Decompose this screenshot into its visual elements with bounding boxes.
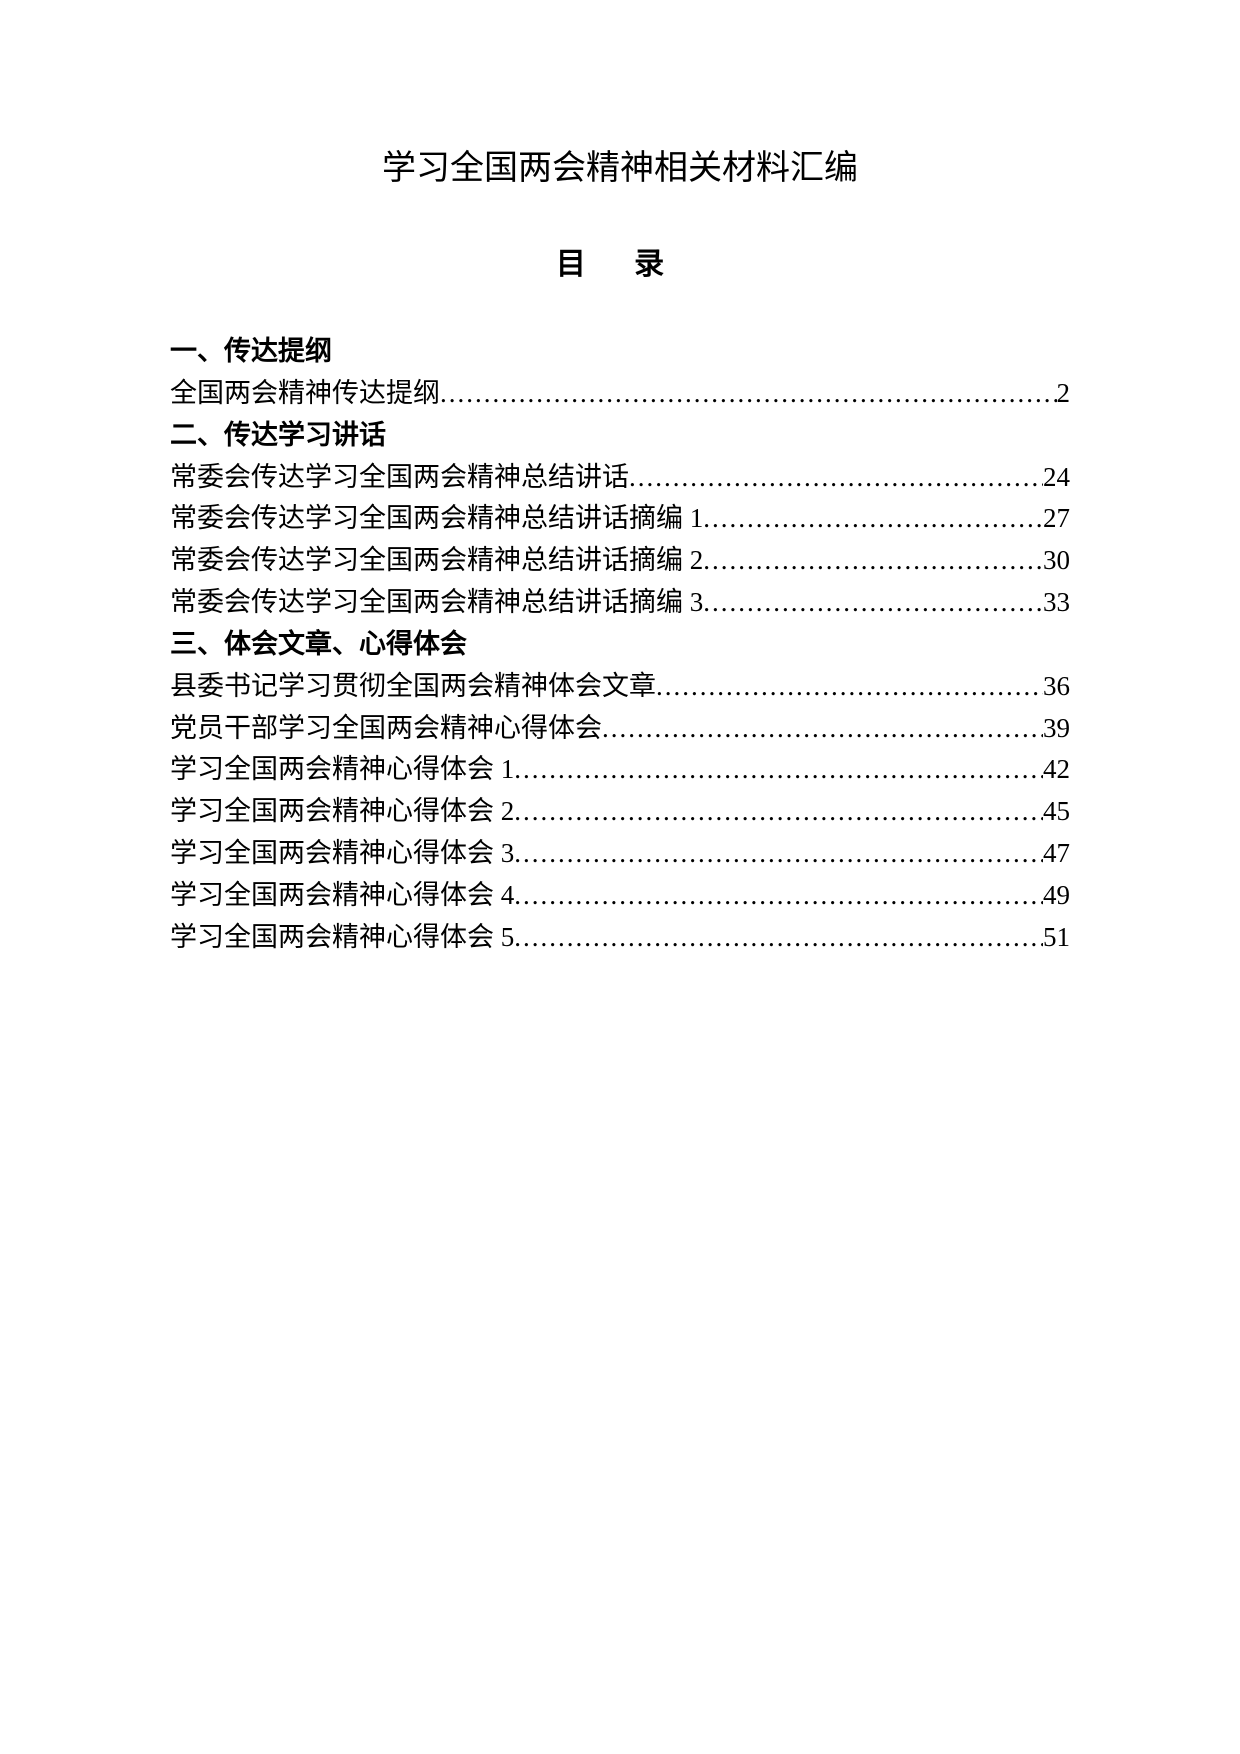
entry-title: 学习全国两会精神心得体会 3 bbox=[170, 833, 514, 875]
toc-entry: 学习全国两会精神心得体会 3 47 bbox=[170, 833, 1070, 875]
toc-entry: 学习全国两会精神心得体会 5 51 bbox=[170, 917, 1070, 959]
page-number: 39 bbox=[1043, 708, 1070, 750]
page-number: 30 bbox=[1043, 540, 1070, 582]
toc-container: 一、传达提纲 全国两会精神传达提纲 2 二、传达学习讲话 常委会传达学习全国两会… bbox=[170, 331, 1070, 959]
page-number: 24 bbox=[1043, 457, 1070, 499]
document-title: 学习全国两会精神相关材料汇编 bbox=[170, 140, 1070, 189]
page-number: 47 bbox=[1043, 833, 1070, 875]
page-number: 42 bbox=[1043, 749, 1070, 791]
toc-entry: 常委会传达学习全国两会精神总结讲话摘编 2 30 bbox=[170, 540, 1070, 582]
dot-leader bbox=[703, 540, 1043, 582]
page-number: 45 bbox=[1043, 791, 1070, 833]
toc-entry: 常委会传达学习全国两会精神总结讲话 24 bbox=[170, 457, 1070, 499]
entry-title: 党员干部学习全国两会精神心得体会 bbox=[170, 708, 602, 750]
dot-leader bbox=[514, 791, 1043, 833]
dot-leader bbox=[514, 917, 1043, 959]
toc-entry: 常委会传达学习全国两会精神总结讲话摘编 3 33 bbox=[170, 582, 1070, 624]
page-number: 51 bbox=[1043, 917, 1070, 959]
toc-entry: 常委会传达学习全国两会精神总结讲话摘编 1 27 bbox=[170, 498, 1070, 540]
toc-entry: 全国两会精神传达提纲 2 bbox=[170, 373, 1070, 415]
dot-leader bbox=[656, 666, 1043, 708]
page-number: 2 bbox=[1057, 373, 1071, 415]
toc-entry: 学习全国两会精神心得体会 4 49 bbox=[170, 875, 1070, 917]
entry-title: 学习全国两会精神心得体会 2 bbox=[170, 791, 514, 833]
dot-leader bbox=[703, 498, 1043, 540]
entry-title: 学习全国两会精神心得体会 4 bbox=[170, 875, 514, 917]
dot-leader bbox=[514, 875, 1043, 917]
entry-title: 常委会传达学习全国两会精神总结讲话摘编 1 bbox=[170, 498, 703, 540]
dot-leader bbox=[440, 373, 1057, 415]
page-number: 49 bbox=[1043, 875, 1070, 917]
toc-entry: 县委书记学习贯彻全国两会精神体会文章 36 bbox=[170, 666, 1070, 708]
dot-leader bbox=[629, 457, 1043, 499]
entry-title: 常委会传达学习全国两会精神总结讲话摘编 2 bbox=[170, 540, 703, 582]
dot-leader bbox=[514, 749, 1043, 791]
page-number: 27 bbox=[1043, 498, 1070, 540]
entry-title: 学习全国两会精神心得体会 5 bbox=[170, 917, 514, 959]
entry-title: 常委会传达学习全国两会精神总结讲话摘编 3 bbox=[170, 582, 703, 624]
toc-entry: 党员干部学习全国两会精神心得体会 39 bbox=[170, 708, 1070, 750]
page-number: 36 bbox=[1043, 666, 1070, 708]
toc-entry: 学习全国两会精神心得体会 2 45 bbox=[170, 791, 1070, 833]
entry-title: 常委会传达学习全国两会精神总结讲话 bbox=[170, 457, 629, 499]
section-header: 一、传达提纲 bbox=[170, 331, 1070, 373]
dot-leader bbox=[602, 708, 1043, 750]
dot-leader bbox=[703, 582, 1043, 624]
page-number: 33 bbox=[1043, 582, 1070, 624]
section-header: 三、体会文章、心得体会 bbox=[170, 624, 1070, 666]
entry-title: 全国两会精神传达提纲 bbox=[170, 373, 440, 415]
dot-leader bbox=[514, 833, 1043, 875]
entry-title: 县委书记学习贯彻全国两会精神体会文章 bbox=[170, 666, 656, 708]
toc-heading: 目 录 bbox=[170, 239, 1070, 283]
toc-entry: 学习全国两会精神心得体会 1 42 bbox=[170, 749, 1070, 791]
entry-title: 学习全国两会精神心得体会 1 bbox=[170, 749, 514, 791]
section-header: 二、传达学习讲话 bbox=[170, 415, 1070, 457]
